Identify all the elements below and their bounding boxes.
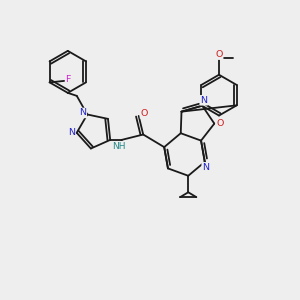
Text: O: O — [216, 119, 224, 128]
Text: NH: NH — [112, 142, 126, 151]
Text: O: O — [140, 109, 148, 118]
Text: F: F — [65, 75, 71, 84]
Text: N: N — [202, 163, 209, 172]
Text: O: O — [215, 50, 223, 59]
Text: N: N — [68, 128, 75, 137]
Text: N: N — [200, 96, 207, 105]
Text: N: N — [79, 109, 86, 118]
